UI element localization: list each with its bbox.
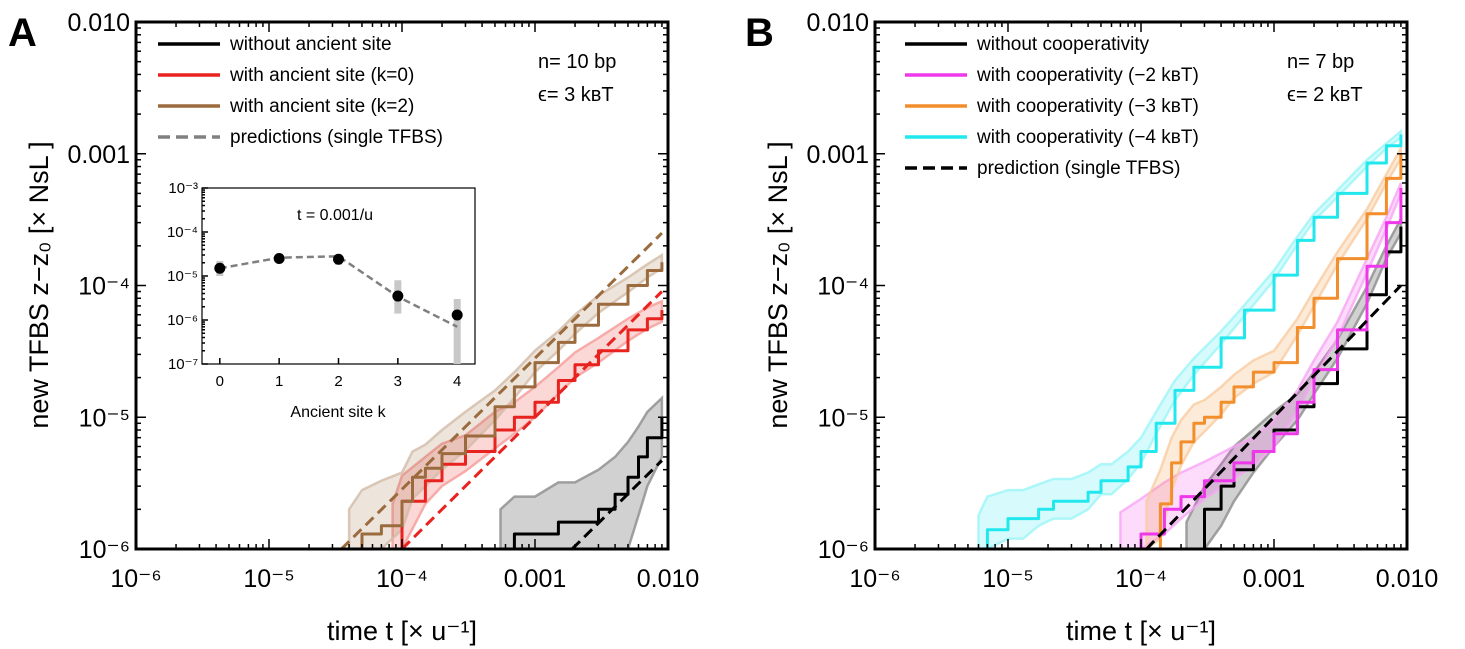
inset-x-tick-label: 1 xyxy=(275,373,283,390)
legend-label-with-ancient-site-k-0: with ancient site (k=0) xyxy=(229,65,414,86)
panel-a-legend: without ancient site with ancient site (k… xyxy=(158,34,443,148)
panel-label-b: B xyxy=(745,11,774,55)
x-tick-label: 0.001 xyxy=(504,565,567,593)
inset-x-tick-label: 3 xyxy=(394,373,402,390)
y-tick-label: 10⁻⁴ xyxy=(817,273,869,301)
y-tick-label: 0.010 xyxy=(67,9,130,37)
legend-label-with-cooperativity-3-k-t: with cooperativity (−3 kʙT) xyxy=(976,96,1199,117)
legend-label-without-ancient-site: without ancient site xyxy=(229,34,392,55)
prediction-line-e8221e-5 xyxy=(400,290,663,549)
y-tick-label: 10⁻⁵ xyxy=(79,404,130,432)
x-tick-label: 10⁻⁴ xyxy=(1115,565,1167,593)
inset-x-tick-label: 2 xyxy=(334,373,342,390)
panel-b-ticks: 10⁻⁶ 10⁻⁵ 10⁻⁴ 0.001 0.010 10⁻⁶ 10⁻⁵ 10⁻⁴ 0.001 0… xyxy=(806,9,1438,593)
panel-a-plot-area xyxy=(340,232,664,549)
inset-data-point xyxy=(214,262,226,274)
x-tick-label: 0.001 xyxy=(1243,565,1306,593)
panel-a-ticks: 10⁻⁶ 10⁻⁵ 10⁻⁴ 0.001 0.010 10⁻⁶ 10⁻⁵ 10⁻⁴ 0.001 0… xyxy=(67,9,699,593)
inset-title: t = 0.001/u xyxy=(297,207,373,224)
panel-a-ylabel: new TFBS z−z₀ [× NsL ] xyxy=(24,141,54,428)
legend-label-predictions-single-tfbs: predictions (single TFBS) xyxy=(230,127,443,148)
y-tick-label: 0.001 xyxy=(806,141,869,169)
y-tick-label: 10⁻⁵ xyxy=(818,404,869,432)
x-tick-label: 10⁻⁵ xyxy=(982,565,1033,593)
panel-a-xlabel: time t [× u⁻¹] xyxy=(327,616,477,646)
inset-data-point xyxy=(451,309,463,321)
x-tick-label: 10⁻⁶ xyxy=(110,565,161,593)
inset-y-tick-label: 10⁻⁵ xyxy=(167,268,198,285)
x-tick-label: 10⁻⁴ xyxy=(376,565,428,593)
prediction-line-000000-6 xyxy=(571,459,663,549)
legend-label-with-ancient-site-k-2: with ancient site (k=2) xyxy=(229,96,414,117)
panel-b-annotation-eps: ϵ= 2 kʙT xyxy=(1287,84,1363,106)
inset-data-point xyxy=(273,252,285,264)
inset-xlabel: Ancient site k xyxy=(290,404,386,421)
panel-b-xlabel: time t [× u⁻¹] xyxy=(1066,616,1216,646)
inset-x-tick-label: 4 xyxy=(453,373,461,390)
legend-label-without-cooperativity: without cooperativity xyxy=(976,34,1150,55)
inset-y-tick-label: 10⁻⁷ xyxy=(168,356,198,373)
inset-y-tick-label: 10⁻⁴ xyxy=(167,224,198,241)
inset-prediction-line xyxy=(219,255,458,328)
panel-b-annotation-n: n= 7 bp xyxy=(1287,51,1354,73)
panel-a-annotation-n: n= 10 bp xyxy=(538,51,616,73)
legend-label-with-cooperativity-4-k-t: with cooperativity (−4 kʙT) xyxy=(976,127,1199,148)
inset-y-tick-label: 10⁻³ xyxy=(168,180,198,197)
inset-data-point xyxy=(333,253,344,265)
band-without-ancient-site xyxy=(499,395,664,549)
panel-b-plot-area xyxy=(977,128,1403,549)
inset-x-tick-label: 0 xyxy=(216,373,224,390)
panel-a-frame xyxy=(134,20,670,551)
y-tick-label: 10⁻⁶ xyxy=(818,536,869,564)
prediction-line-prediction-single-tfbs xyxy=(1145,284,1402,549)
x-tick-label: 0.010 xyxy=(637,565,700,593)
series-line-with-cooperativity-3-k-t xyxy=(1146,153,1403,549)
y-tick-label: 10⁻⁴ xyxy=(78,273,130,301)
panel-a-inset: 0 1 2 3 4 10⁻⁷ 10⁻⁶ 10⁻⁵ 10⁻⁴ 10⁻³ t = 0.001/u An… xyxy=(167,180,476,421)
y-tick-label: 0.010 xyxy=(806,9,869,37)
band-with-ancient-site-k-0 xyxy=(391,299,664,549)
x-tick-label: 0.010 xyxy=(1376,565,1439,593)
x-tick-label: 10⁻⁵ xyxy=(243,565,294,593)
series-line-without-ancient-site xyxy=(500,417,664,549)
panel-a-annotation-eps: ϵ= 3 kʙT xyxy=(538,84,614,106)
panel-b-ylabel: new TFBS z−z₀ [× NsL ] xyxy=(763,141,793,428)
panel-b: B 10⁻⁶ 10⁻⁵ 10⁻⁴ 0.001 0.010 10⁻⁶ 10⁻⁵ 10⁻⁴ 0.00… xyxy=(745,9,1438,646)
series-line-with-cooperativity-2-k-t xyxy=(1120,188,1403,549)
series-line-with-ancient-site-k-2 xyxy=(349,262,664,549)
panel-b-frame xyxy=(873,20,1409,551)
y-tick-label: 10⁻⁶ xyxy=(79,536,130,564)
inset-error-bar xyxy=(453,299,461,364)
inset-data-point xyxy=(392,290,404,302)
x-tick-label: 10⁻⁶ xyxy=(849,565,900,593)
inset-y-tick-label: 10⁻⁶ xyxy=(167,312,198,329)
panel-label-a: A xyxy=(8,11,37,55)
prediction-line-9b6b3e-4 xyxy=(340,232,663,549)
series-line-with-cooperativity-4-k-t xyxy=(978,134,1403,549)
panel-b-legend: without cooperativity with cooperativity … xyxy=(905,34,1199,179)
y-tick-label: 0.001 xyxy=(67,141,130,169)
legend-label-prediction-single-tfbs: prediction (single TFBS) xyxy=(977,158,1180,179)
inset-content: 0 1 2 3 4 10⁻⁷ 10⁻⁶ 10⁻⁵ 10⁻⁴ 10⁻³ xyxy=(167,180,463,390)
panel-a: A 10⁻⁶ 10⁻⁵ 10⁻⁴ 0.001 0.010 10⁻⁶ 10⁻⁵ 10⁻⁴ 0.00… xyxy=(8,9,699,646)
legend-label-with-cooperativity-2-k-t: with cooperativity (−2 kʙT) xyxy=(976,65,1199,86)
